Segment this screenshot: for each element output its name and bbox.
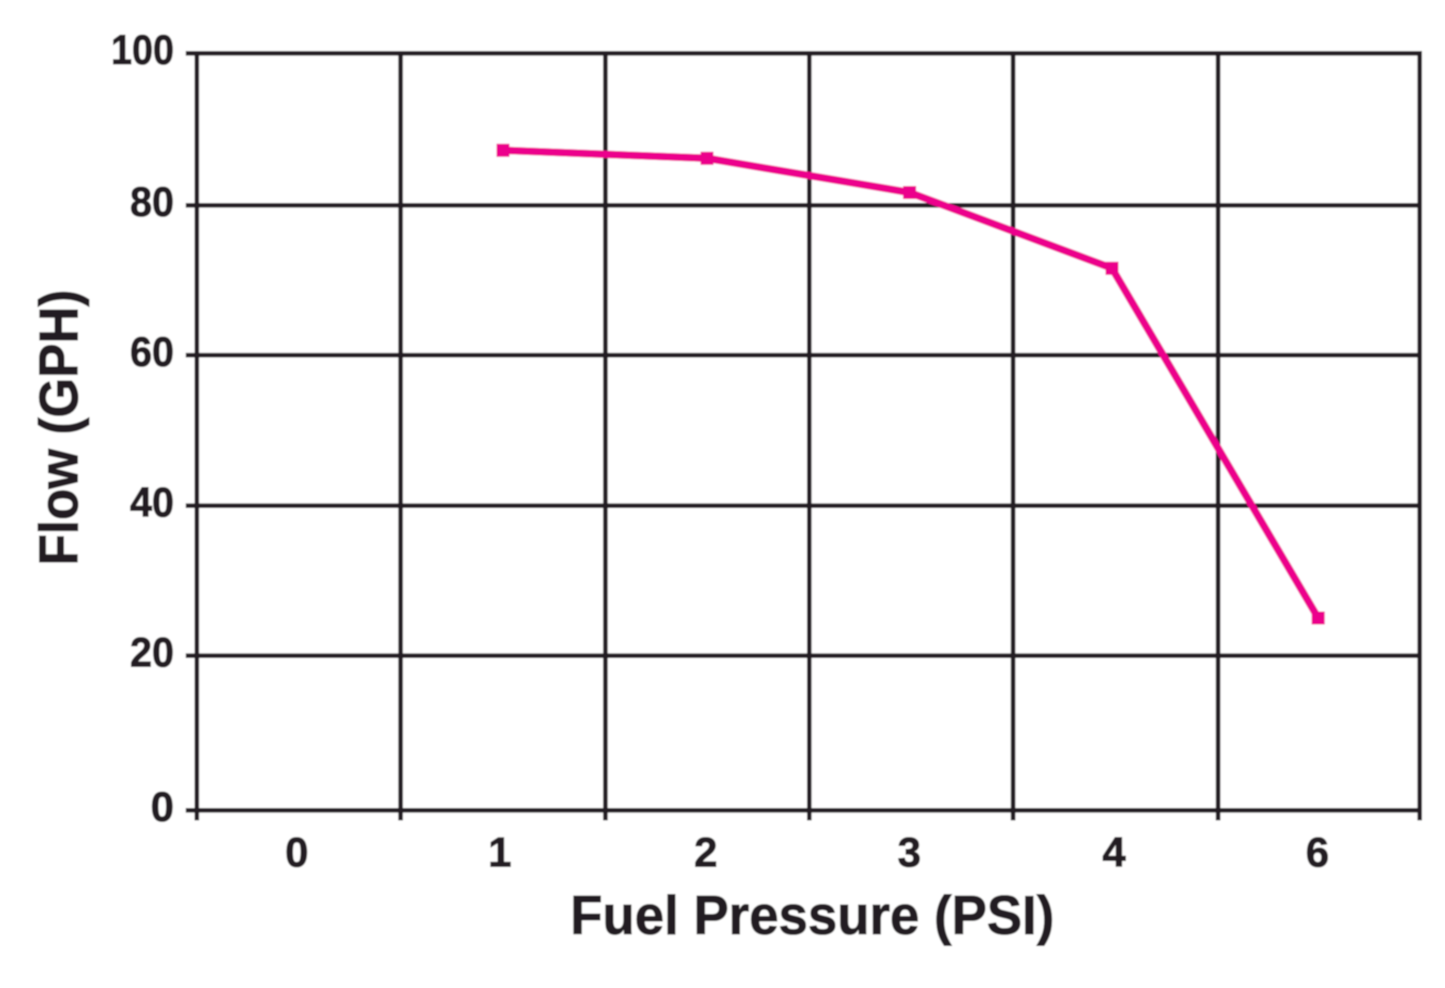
svg-text:Flow (GPH): Flow (GPH) (28, 290, 90, 566)
svg-text:1: 1 (488, 829, 511, 876)
svg-text:0: 0 (285, 829, 308, 876)
svg-text:40: 40 (130, 479, 174, 526)
svg-text:80: 80 (130, 178, 174, 225)
svg-text:20: 20 (130, 629, 174, 676)
svg-text:4: 4 (1102, 829, 1126, 876)
svg-text:Fuel Pressure (PSI): Fuel Pressure (PSI) (570, 884, 1054, 946)
svg-text:100: 100 (111, 26, 174, 73)
svg-text:2: 2 (694, 829, 717, 876)
svg-text:3: 3 (898, 829, 921, 876)
svg-text:0: 0 (151, 783, 174, 830)
svg-text:6: 6 (1306, 829, 1329, 876)
svg-text:60: 60 (130, 328, 174, 375)
